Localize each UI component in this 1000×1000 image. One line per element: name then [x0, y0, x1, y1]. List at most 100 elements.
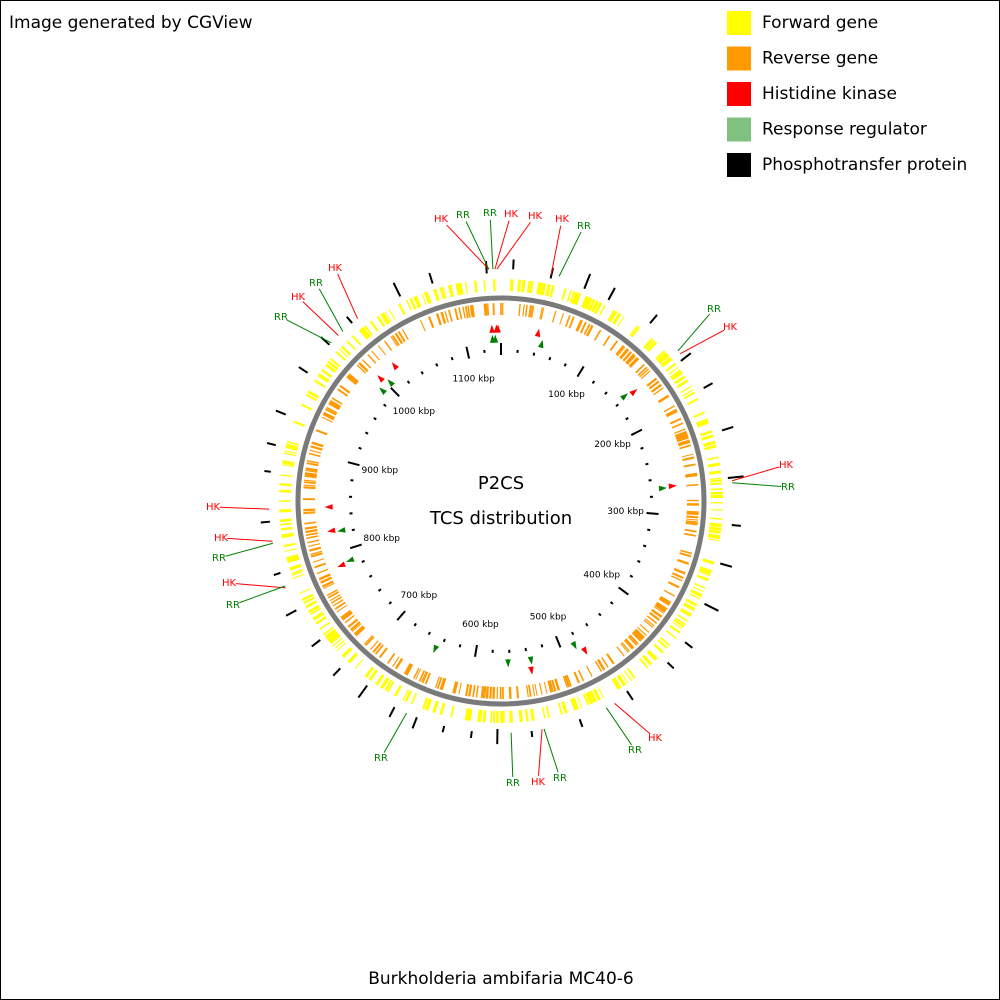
reverse-gene: [671, 572, 684, 579]
reverse-gene: [575, 319, 583, 332]
phosphotransfer-mark: [357, 684, 368, 699]
phosphotransfer-mark: [264, 469, 271, 473]
forward-gene: [380, 313, 389, 325]
reverse-gene: [347, 374, 358, 385]
reverse-gene: [339, 384, 351, 394]
forward-gene: [332, 637, 343, 647]
reverse-gene: [364, 636, 375, 647]
reverse-gene: [306, 535, 319, 539]
reverse-gene: [471, 304, 475, 318]
scale-minor-tick: [427, 631, 431, 636]
reverse-gene: [623, 639, 634, 650]
callout-label: HK: [434, 214, 449, 225]
reverse-gene: [551, 679, 557, 692]
forward-gene: [424, 292, 430, 305]
reverse-gene: [528, 305, 533, 318]
forward-gene: [529, 281, 534, 294]
center-title: P2CS: [478, 473, 524, 494]
phosphotransfer-mark: [731, 523, 741, 527]
scale-minor-tick: [637, 559, 641, 563]
reverse-gene: [458, 307, 463, 320]
forward-gene: [709, 479, 723, 483]
callout-line: [494, 220, 510, 270]
reverse-gene: [304, 472, 318, 476]
scale-minor-tick: [591, 380, 596, 385]
forward-gene: [670, 369, 682, 380]
reverse-gene: [675, 433, 688, 440]
callout-line: [225, 542, 274, 557]
forward-gene: [707, 462, 721, 468]
reverse-gene: [462, 306, 466, 319]
reverse-gene: [448, 309, 453, 322]
scale-minor-tick: [540, 644, 544, 648]
scale-minor-tick: [548, 356, 552, 361]
forward-gene: [581, 295, 589, 308]
reverse-gene: [394, 332, 404, 345]
reverse-gene: [656, 601, 668, 610]
scale-major-tick: [576, 365, 585, 378]
scale-label: 1000 kbp: [393, 407, 436, 417]
reverse-gene: [347, 618, 359, 628]
scale-label: 800 kbp: [363, 534, 400, 544]
forward-gene: [557, 702, 563, 715]
reverse-gene: [336, 604, 348, 613]
forward-gene: [329, 634, 341, 645]
reverse-gene: [653, 606, 665, 614]
callout-line: [302, 301, 339, 336]
forward-gene: [613, 677, 622, 689]
forward-gene: [441, 286, 447, 299]
reverse-gene: [651, 608, 663, 618]
reverse-gene: [344, 614, 355, 624]
reverse-gene: [674, 567, 686, 574]
legend-swatch: [727, 11, 751, 35]
forward-gene: [281, 464, 294, 468]
reverse-gene: [577, 669, 585, 682]
scale-label: 100 kbp: [548, 390, 585, 400]
forward-gene: [707, 534, 721, 540]
reverse-gene: [465, 683, 470, 697]
scale-minor-tick: [598, 612, 602, 617]
scale-minor-tick: [435, 363, 439, 367]
phosphotransfer-mark: [666, 661, 675, 670]
reverse-gene: [634, 628, 645, 639]
callout-label: HK: [291, 292, 306, 303]
forward-gene: [281, 534, 294, 539]
forward-gene: [450, 705, 455, 718]
callout-line: [239, 585, 286, 604]
scale-minor-tick: [383, 403, 387, 408]
reverse-gene: [458, 682, 462, 695]
forward-gene: [665, 630, 677, 639]
reverse-gene: [439, 677, 446, 690]
callout-label: HK: [531, 777, 546, 788]
reverse-gene: [356, 364, 367, 374]
callout-line: [731, 466, 780, 482]
reverse-gene: [674, 430, 688, 438]
center-subtitle: TCS distribution: [429, 508, 572, 529]
callout-label: RR: [483, 208, 497, 219]
reverse-gene: [568, 316, 575, 329]
reverse-gene: [334, 601, 346, 610]
reverse-gene: [320, 576, 333, 584]
scale-label: 400 kbp: [583, 571, 620, 581]
reverse-gene: [303, 508, 316, 512]
scale-minor-tick: [450, 356, 454, 361]
reverse-gene: [540, 307, 545, 320]
reverse-gene: [371, 350, 380, 361]
reverse-gene: [452, 681, 458, 694]
scale-minor-tick: [361, 559, 365, 563]
reverse-gene: [323, 411, 335, 419]
forward-gene: [661, 357, 673, 368]
forward-gene: [308, 604, 320, 614]
reverse-gene: [469, 305, 474, 318]
scale-minor-tick: [364, 431, 369, 435]
phosphotransfer-mark: [607, 287, 616, 301]
reverse-gene: [539, 307, 543, 320]
reverse-gene: [682, 456, 695, 462]
forward-gene: [375, 674, 385, 686]
forward-gene: [689, 593, 701, 600]
reverse-gene: [686, 510, 699, 514]
tcs-marker: [658, 485, 667, 492]
forward-gene: [674, 375, 686, 385]
forward-gene: [321, 368, 333, 378]
forward-gene: [309, 607, 321, 616]
